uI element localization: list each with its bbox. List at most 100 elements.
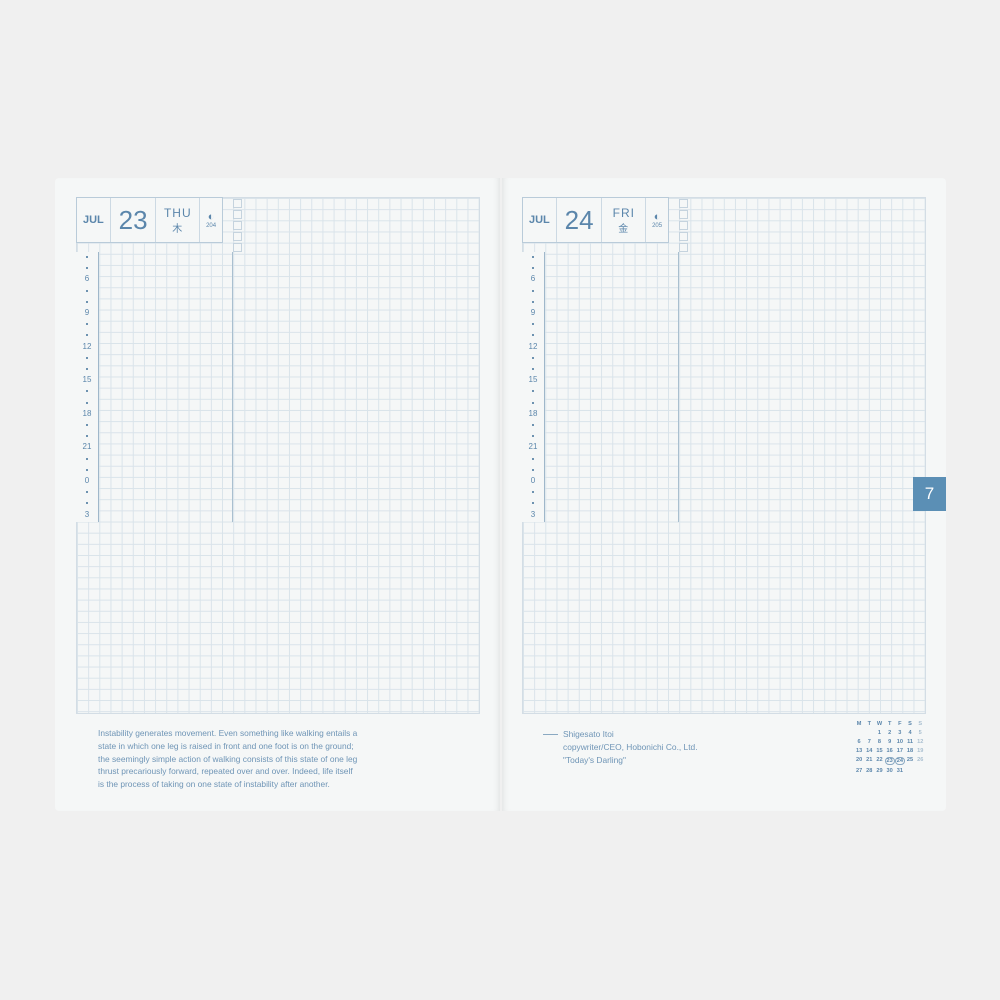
- calendar-day[interactable]: 8: [877, 739, 882, 745]
- day-of-year: 204: [206, 223, 217, 229]
- checkbox[interactable]: [679, 199, 688, 208]
- checkbox[interactable]: [233, 210, 242, 219]
- quote-line: Instability generates movement. Even som…: [98, 728, 358, 738]
- credit-line: "Today's Darling": [563, 754, 626, 765]
- checkbox[interactable]: [233, 199, 242, 208]
- hour-dot: [86, 457, 88, 460]
- calendar-header: T: [887, 721, 892, 727]
- calendar-day[interactable]: [905, 768, 915, 774]
- quote-line: thrust precariously forward, repeated ov…: [98, 766, 353, 777]
- hour-label: 12: [82, 341, 92, 351]
- calendar-day[interactable]: 19: [917, 748, 924, 754]
- credit-line: Shigesato Itoi: [563, 729, 614, 739]
- calendar-header: S: [908, 721, 912, 727]
- hour-dot: [532, 267, 534, 270]
- hour-dot: [532, 356, 534, 359]
- hour-label: 0: [84, 476, 90, 485]
- day-number: 23: [111, 198, 157, 242]
- divider-line: [232, 252, 233, 522]
- hour-dot: [532, 468, 534, 471]
- hour-dot: [86, 334, 88, 337]
- hour-dot: [86, 323, 88, 326]
- hour-dot: [86, 468, 88, 471]
- checkbox[interactable]: [679, 232, 688, 241]
- calendar-day[interactable]: 18: [906, 748, 914, 754]
- hour-dot: [86, 289, 88, 292]
- calendar-day[interactable]: [864, 730, 874, 736]
- calendar-day[interactable]: 31: [896, 768, 903, 774]
- calendar-day[interactable]: [915, 768, 925, 774]
- hour-dot: [86, 435, 88, 438]
- timeline: 6 9 12 15 18 21 0 3: [76, 252, 99, 522]
- calendar-day[interactable]: 28: [866, 768, 873, 774]
- calendar-day[interactable]: 2: [888, 730, 892, 736]
- month-tab[interactable]: 7: [913, 477, 946, 511]
- hour-dot: [86, 401, 88, 404]
- divider-line: [678, 252, 679, 522]
- hour-dot: [532, 424, 534, 426]
- checkbox[interactable]: [233, 243, 242, 252]
- hour-dot: [532, 502, 534, 505]
- calendar-day[interactable]: 17: [896, 748, 903, 754]
- calendar-day[interactable]: 30: [886, 768, 893, 774]
- calendar-day[interactable]: 13: [855, 748, 863, 754]
- dash-line: [543, 734, 558, 735]
- hour-dot: [86, 368, 88, 370]
- day-of-year: 205: [652, 223, 663, 229]
- calendar-day[interactable]: 26: [917, 757, 924, 763]
- grid-area[interactable]: [76, 197, 480, 714]
- calendar-day[interactable]: 29: [876, 768, 883, 774]
- hour-label: 6: [84, 274, 90, 284]
- checkbox[interactable]: [679, 210, 688, 219]
- calendar-day[interactable]: 7: [867, 739, 871, 745]
- calendar-day[interactable]: 10: [896, 739, 903, 745]
- hour-label: 3: [84, 509, 90, 519]
- checkbox[interactable]: [233, 232, 242, 241]
- calendar-day[interactable]: 22: [876, 757, 883, 763]
- calendar-day[interactable]: 25: [906, 757, 914, 763]
- hour-dot: [86, 491, 88, 494]
- calendar-day[interactable]: 21: [866, 757, 873, 763]
- calendar-day[interactable]: 6: [857, 739, 861, 745]
- calendar-day[interactable]: 12: [917, 739, 924, 745]
- quote-text: Instability generates movement. Even som…: [98, 727, 357, 791]
- checkbox[interactable]: [679, 243, 688, 252]
- calendar-day[interactable]: 14: [866, 748, 873, 754]
- calendar-header: S: [918, 721, 923, 727]
- grid-area[interactable]: [522, 197, 926, 714]
- calendar-day[interactable]: 9: [888, 739, 892, 745]
- calendar-day[interactable]: 4: [908, 730, 912, 736]
- hour-label: 12: [528, 341, 538, 351]
- timeline: 6 9 12 15 18 21 0 3: [522, 252, 545, 522]
- calendar-day[interactable]: 27: [855, 768, 863, 774]
- calendar-header: M: [856, 721, 862, 727]
- calendar-day[interactable]: 20: [855, 757, 863, 763]
- checkbox[interactable]: [679, 221, 688, 230]
- hour-dot: [86, 267, 88, 270]
- calendar-day[interactable]: 11: [907, 739, 913, 745]
- hour-dot: [532, 334, 534, 337]
- date-header: JUL 24 FRI 金 ◐ 205: [522, 197, 669, 243]
- calendar-day[interactable]: 15: [876, 748, 883, 754]
- calendar-day[interactable]: 23: [884, 757, 895, 765]
- day-number: 24: [557, 198, 603, 242]
- calendar-day[interactable]: 16: [886, 748, 893, 754]
- hour-dot: [532, 401, 534, 404]
- calendar-day[interactable]: 1: [877, 730, 882, 736]
- hour-dot: [86, 502, 88, 505]
- checkbox[interactable]: [233, 221, 242, 230]
- weekday-jp: 木: [172, 223, 184, 235]
- month-label: JUL: [77, 198, 111, 242]
- calendar-day[interactable]: [854, 730, 864, 736]
- weekday-label: THU: [163, 205, 192, 220]
- calendar-day[interactable]: 5: [918, 730, 922, 736]
- calendar-header: F: [898, 721, 902, 727]
- weekday-jp: 金: [618, 223, 630, 235]
- month-label: JUL: [523, 198, 557, 242]
- calendar-day[interactable]: 24: [894, 757, 905, 765]
- hour-label: 9: [530, 308, 536, 317]
- mini-calendar: M T W T F S S 1 2 3 4 5 6 7 8 9 10 11 12 13 14 15 16 17 18 19 20 21…: [854, 721, 925, 774]
- calendar-day[interactable]: 3: [898, 730, 902, 736]
- quote-line: the seemingly simple action of walking c…: [98, 753, 358, 764]
- quote-credit: Shigesato Itoi copywriter/CEO, Hobonichi …: [563, 728, 698, 766]
